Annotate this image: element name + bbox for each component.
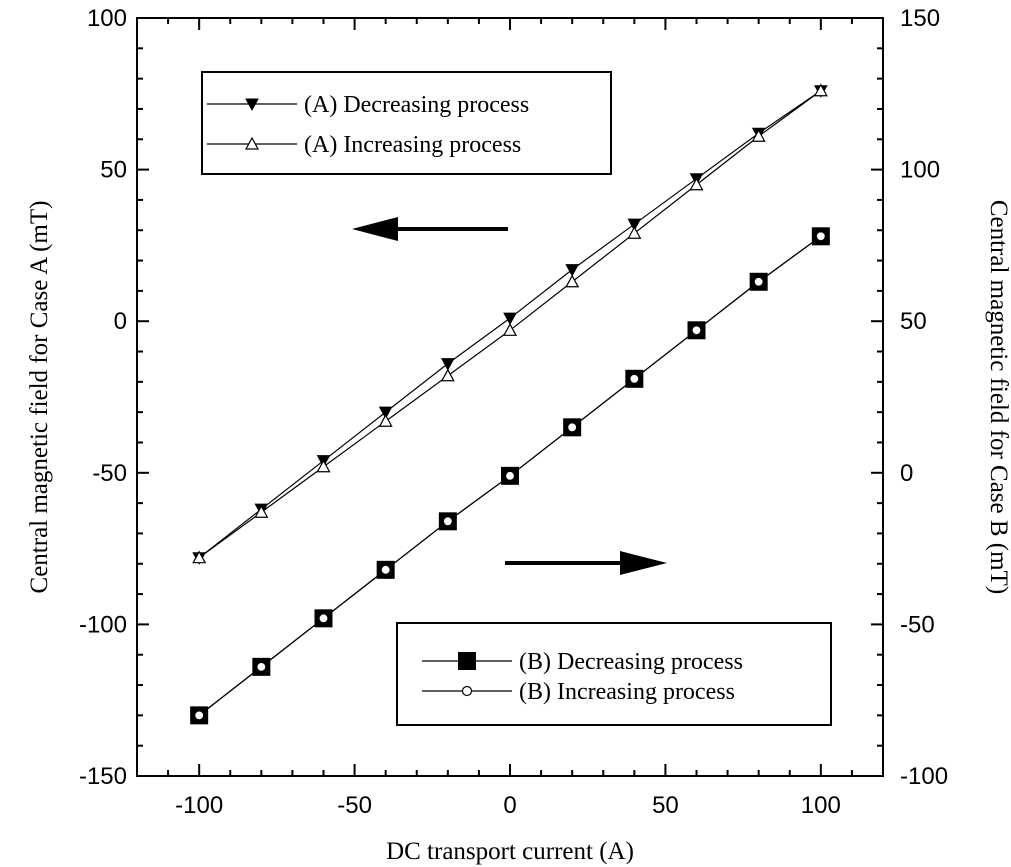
axis-ticks xyxy=(137,18,883,776)
data-point xyxy=(318,613,329,624)
data-point xyxy=(691,325,702,336)
legend-marker xyxy=(458,652,476,670)
direction-arrows xyxy=(352,217,667,575)
data-point xyxy=(567,422,578,433)
axis-tick-labels: -100 -50 0 50 100 -150 -100 -50 0 50 100 -100 -50 0 50… xyxy=(79,5,948,819)
x-axis-title: DC transport current (A) xyxy=(386,838,634,865)
legend-label: (A) Decreasing process xyxy=(304,92,529,118)
legend-box-case-a xyxy=(201,71,612,175)
data-point xyxy=(504,470,516,481)
data-point xyxy=(502,323,518,336)
data-point xyxy=(378,406,393,420)
data-point xyxy=(442,516,453,527)
left-y-tick-label: -150 xyxy=(79,763,127,790)
data-point xyxy=(751,128,766,142)
legend-case-a: (A) Decreasing process (A) Increasing pro… xyxy=(201,71,612,175)
data-point xyxy=(565,264,580,277)
right-y-tick-label: 50 xyxy=(900,308,927,335)
data-point xyxy=(256,661,267,672)
data-point xyxy=(627,218,642,232)
x-tick-label: 100 xyxy=(801,792,841,819)
legend-box-case-b xyxy=(396,622,832,726)
data-point xyxy=(440,368,455,382)
left-y-tick-label: -50 xyxy=(92,460,127,487)
left-y-tick-label: 100 xyxy=(87,5,127,32)
left-y-tick-label: 50 xyxy=(100,157,127,184)
data-point xyxy=(815,231,826,242)
right-arrow-head xyxy=(620,551,667,575)
legend-marker xyxy=(245,98,259,112)
data-point xyxy=(627,226,642,239)
series-3 xyxy=(194,231,826,721)
data-point xyxy=(380,564,391,575)
legend-label: (B) Decreasing process xyxy=(519,649,743,675)
data-point xyxy=(629,373,640,384)
series-layer xyxy=(190,83,830,725)
data-point xyxy=(316,459,331,473)
data-point xyxy=(813,83,828,97)
data-point xyxy=(192,550,207,564)
series-1 xyxy=(192,83,828,564)
right-y-tick-label: -100 xyxy=(900,763,948,790)
x-tick-label: 0 xyxy=(503,792,516,819)
left-y-tick-label: 0 xyxy=(114,308,127,335)
legend-marker xyxy=(244,136,260,150)
legend-marker xyxy=(461,685,473,697)
right-y-tick-label: 150 xyxy=(900,5,940,32)
left-y-tick-label: -100 xyxy=(79,611,127,638)
right-y-axis-title: Central magnetic field for Case B (mT) xyxy=(985,200,1011,594)
data-point xyxy=(378,414,393,427)
x-tick-label: 50 xyxy=(652,792,679,819)
data-point xyxy=(565,274,580,288)
data-point xyxy=(503,312,517,326)
data-point xyxy=(440,358,455,371)
left-arrow-head xyxy=(352,217,398,241)
legend-label: (A) Increasing process xyxy=(304,132,521,158)
data-point xyxy=(194,710,205,721)
legend-label: (B) Increasing process xyxy=(519,679,735,705)
right-y-tick-label: 100 xyxy=(900,157,940,184)
x-tick-label: -50 xyxy=(337,792,372,819)
x-tick-label: -100 xyxy=(175,792,223,819)
left-y-axis-title: Central magnetic field for Case A (mT) xyxy=(26,201,53,594)
right-y-tick-label: -50 xyxy=(900,611,935,638)
data-point xyxy=(753,276,764,287)
legend-case-b: (B) Decreasing process (B) Increasing pro… xyxy=(396,622,832,726)
data-point xyxy=(254,504,269,518)
data-point xyxy=(689,177,704,191)
right-y-tick-label: 0 xyxy=(900,460,913,487)
